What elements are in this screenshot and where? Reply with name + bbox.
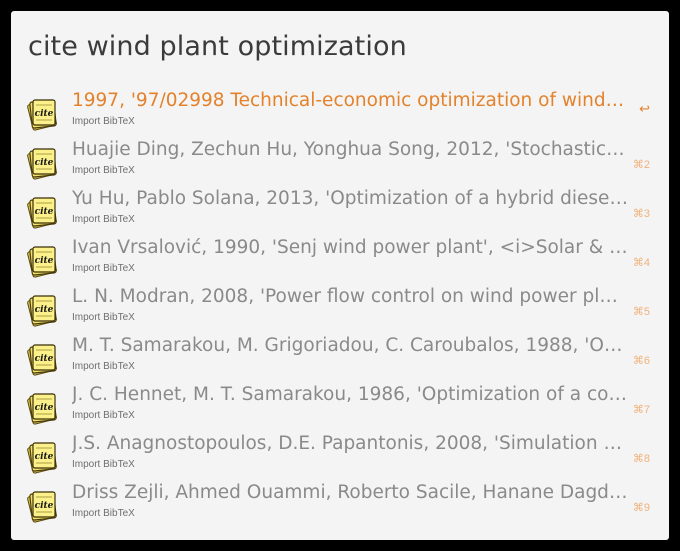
result-shortcut: ⌘6 [632,355,650,367]
result-title: J.S. Anagnostopoulos, D.E. Papantonis, 2… [72,433,628,454]
result-shortcut: ⌘4 [632,257,650,269]
result-subtitle: Import BibTeX [72,410,135,421]
cite-icon: cite [27,246,57,278]
result-subtitle: Import BibTeX [72,508,135,519]
svg-text:cite: cite [35,452,54,462]
cite-icon: cite [27,148,57,180]
alfred-window: cite wind plant optimization cite 1997, … [11,11,669,540]
result-row[interactable]: cite Huajie Ding, Zechun Hu, Yonghua Son… [11,137,669,186]
cite-icon: cite [27,442,57,474]
result-row[interactable]: cite M. T. Samarakou, M. Grigoriadou, C.… [11,333,669,382]
result-title: Yu Hu, Pablo Solana, 2013, 'Optimization… [72,188,628,209]
cite-icon: cite [27,344,57,376]
svg-text:cite: cite [35,354,54,364]
result-shortcut: ⌘5 [632,306,650,318]
cite-icon: cite [27,197,57,229]
result-row[interactable]: cite J. C. Hennet, M. T. Samarakou, 1986… [11,382,669,431]
result-subtitle: Import BibTeX [72,361,135,372]
result-shortcut: ↩ [639,101,650,116]
cite-icon: cite [27,99,57,131]
result-title: M. T. Samarakou, M. Grigoriadou, C. Caro… [72,335,628,356]
result-title: J. C. Hennet, M. T. Samarakou, 1986, 'Op… [72,384,628,405]
svg-text:cite: cite [35,207,54,217]
result-subtitle: Import BibTeX [72,214,135,225]
svg-text:cite: cite [35,501,54,511]
cite-icon: cite [27,295,57,327]
result-shortcut: ⌘3 [632,208,650,220]
result-shortcut: ⌘8 [632,453,650,465]
svg-text:cite: cite [35,305,54,315]
result-title: Driss Zejli, Ahmed Ouammi, Roberto Sacil… [72,482,628,503]
result-row[interactable]: cite 1997, '97/02998 Technical-economic … [11,88,669,137]
svg-text:cite: cite [35,403,54,413]
result-subtitle: Import BibTeX [72,312,135,323]
svg-text:cite: cite [35,158,54,168]
svg-text:cite: cite [35,109,54,119]
result-row[interactable]: cite J.S. Anagnostopoulos, D.E. Papanton… [11,431,669,480]
result-shortcut: ⌘9 [632,502,650,514]
search-query[interactable]: cite wind plant optimization [28,31,407,62]
result-title: Ivan Vrsalović, 1990, 'Senj wind power p… [72,237,628,258]
result-row[interactable]: cite L. N. Modran, 2008, 'Power flow con… [11,284,669,333]
result-shortcut: ⌘2 [632,159,650,171]
results-list: cite 1997, '97/02998 Technical-economic … [11,88,669,529]
result-row[interactable]: cite Yu Hu, Pablo Solana, 2013, 'Optimiz… [11,186,669,235]
result-subtitle: Import BibTeX [72,165,135,176]
result-subtitle: Import BibTeX [72,459,135,470]
result-row[interactable]: cite Ivan Vrsalović, 1990, 'Senj wind po… [11,235,669,284]
result-shortcut: ⌘7 [632,404,650,416]
result-title: 1997, '97/02998 Technical-economic optim… [72,90,628,111]
result-subtitle: Import BibTeX [72,263,135,274]
result-row[interactable]: cite Driss Zejli, Ahmed Ouammi, Roberto … [11,480,669,529]
svg-text:cite: cite [35,256,54,266]
result-subtitle: Import BibTeX [72,116,135,127]
result-title: Huajie Ding, Zechun Hu, Yonghua Song, 20… [72,139,628,160]
cite-icon: cite [27,491,57,523]
cite-icon: cite [27,393,57,425]
result-title: L. N. Modran, 2008, 'Power flow control … [72,286,628,307]
